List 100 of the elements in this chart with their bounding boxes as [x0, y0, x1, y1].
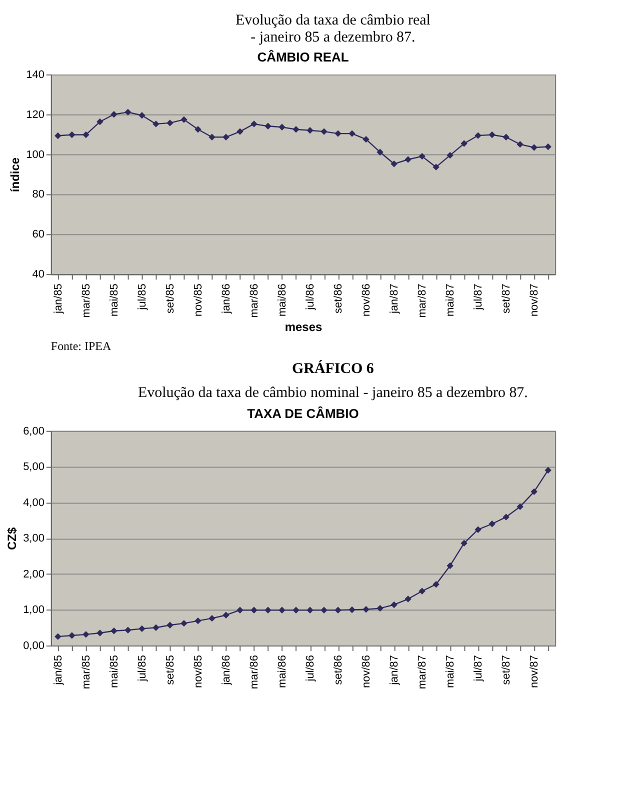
point [306, 127, 314, 134]
point [236, 606, 244, 614]
x-tick-label: set/86 [332, 284, 345, 314]
point [516, 503, 524, 510]
point [418, 588, 426, 594]
point [124, 626, 132, 634]
y-tick-label: 120 [26, 108, 44, 121]
x-tick-label: jul/85 [136, 655, 148, 682]
y-tick-label: 2,00 [23, 568, 44, 580]
point [460, 540, 468, 547]
y-tick-label: 0,00 [23, 640, 44, 652]
point [502, 514, 510, 520]
point [446, 152, 454, 159]
point [278, 606, 286, 614]
x-tick-label: mar/87 [416, 284, 429, 318]
point [222, 134, 230, 140]
x-tick-label: jul/86 [304, 284, 317, 311]
point [236, 128, 244, 135]
x-tick-label: set/87 [500, 655, 513, 685]
point [376, 604, 384, 612]
x-tick-label: jan/85 [52, 655, 64, 686]
point [138, 625, 146, 632]
x-tick-label: nov/87 [528, 284, 541, 317]
x-tick-label: jul/85 [136, 284, 148, 311]
x-tick-label: mar/85 [80, 284, 92, 318]
point [348, 130, 356, 137]
x-tick-label: jul/87 [472, 284, 485, 311]
y-axis-title: CZ$ [5, 527, 20, 550]
point [250, 120, 258, 128]
x-tick-label: nov/85 [192, 284, 204, 317]
x-tick-label: jan/87 [388, 655, 401, 686]
x-tick-label: nov/87 [528, 655, 541, 688]
y-tick-label: 140 [26, 68, 44, 81]
x-tick-label: nov/85 [192, 655, 204, 688]
x-tick-label: mai/87 [444, 655, 457, 688]
point [306, 606, 314, 614]
y-tick-label: 40 [32, 268, 44, 281]
point [68, 632, 76, 639]
point [544, 466, 552, 474]
point [222, 612, 230, 618]
point [180, 620, 188, 627]
x-tick-label: jan/86 [220, 655, 232, 686]
text: Evolução da taxa de câmbio nominal - janeiro 85 a dezembro 87. [138, 384, 528, 401]
text: Evolução da taxa de câmbio real - janeiro 85 a dezembro 87. [236, 12, 430, 46]
point [138, 112, 146, 119]
point [390, 160, 398, 168]
point [264, 606, 272, 614]
point [124, 108, 132, 116]
y-tick-label: 4,00 [23, 496, 44, 509]
point [404, 156, 412, 163]
point [194, 617, 202, 624]
point [432, 580, 440, 588]
point [474, 526, 482, 533]
point [320, 128, 328, 135]
point [348, 606, 356, 614]
point [68, 131, 76, 138]
x-tick-label: mar/87 [416, 655, 429, 690]
y-tick-label: 3,00 [23, 532, 44, 545]
point [474, 132, 482, 139]
x-tick-label: jan/87 [388, 284, 401, 314]
point [96, 118, 104, 126]
x-tick-label: jul/87 [472, 655, 485, 682]
x-tick-label: jan/86 [220, 284, 232, 314]
x-tick-label: set/86 [332, 655, 345, 685]
point [250, 606, 258, 614]
text: GRÁFICO 6 [292, 360, 374, 377]
x-tick-label: set/85 [164, 655, 176, 685]
point [292, 606, 300, 614]
point [180, 116, 188, 123]
point [54, 633, 62, 640]
point [320, 606, 328, 614]
source-note: Fonte: IPEA [50, 338, 112, 353]
x-tick-label: jan/85 [52, 284, 64, 314]
point [278, 124, 286, 130]
y-tick-label: 100 [26, 148, 44, 161]
point [82, 631, 90, 638]
point [530, 488, 538, 496]
x-tick-label: mai/85 [108, 284, 120, 317]
point [544, 143, 552, 150]
x-tick-label: mai/86 [276, 284, 288, 317]
point [110, 628, 118, 634]
point [166, 120, 174, 126]
point [110, 111, 118, 118]
chart-title: CÂMBIO REAL [257, 49, 349, 64]
y-axis-title: índice [8, 157, 22, 192]
point [54, 132, 62, 140]
point [152, 120, 160, 128]
point [488, 520, 496, 528]
point [194, 126, 202, 133]
point [292, 126, 300, 133]
point [446, 562, 454, 570]
y-tick-label: 60 [32, 228, 44, 241]
point [516, 140, 524, 148]
x-axis-title: meses [284, 320, 322, 334]
point [530, 144, 538, 151]
point [166, 622, 174, 628]
y-tick-label: 1,00 [23, 604, 44, 616]
point [208, 134, 216, 140]
point [376, 148, 384, 156]
point [334, 606, 342, 614]
